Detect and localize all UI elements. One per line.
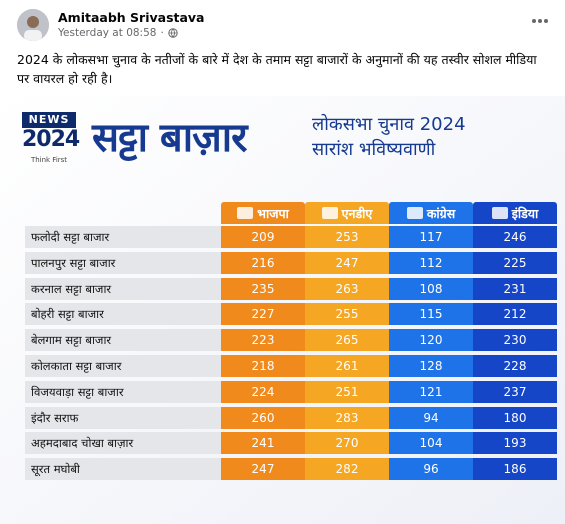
logo-news-text: NEWS [22,112,76,128]
table-cell: 241 [221,432,305,454]
table-cell: 223 [221,329,305,351]
table-cell: 228 [473,355,557,377]
table-cell: 193 [473,432,557,454]
table-cell: 112 [389,252,473,274]
row-market-name: बेलगाम सट्टा बाजार [25,329,221,351]
table-cell: 218 [221,355,305,377]
dot-separator: · [160,27,164,39]
image-subtitle-2: सारांश भविष्यवाणी [312,139,436,160]
table-cell: 230 [473,329,557,351]
row-market-name: अहमदाबाद चोखा बाज़ार [25,432,221,454]
post-meta: Yesterday at 08:58 · [58,27,178,39]
table-cell: 216 [221,252,305,274]
column-header-label: भाजपा [257,205,289,221]
column-header-label: कांग्रेस [426,205,456,221]
news2024-logo: NEWS 2024 Think First [22,112,80,174]
column-header-1: एनडीए [305,202,389,224]
table-cell: 237 [473,381,557,403]
image-title: सट्टा बाज़ार [92,115,247,161]
table-cell: 282 [305,458,389,480]
row-market-name: बोहरी सट्टा बाजार [25,303,221,325]
table-cell: 120 [389,329,473,351]
table-cell: 227 [221,303,305,325]
bjp-logo-icon [237,207,254,219]
table-cell: 115 [389,303,473,325]
table-cell: 94 [389,407,473,429]
table-cell: 235 [221,278,305,300]
table-cell: 283 [305,407,389,429]
more-options-icon[interactable] [530,16,550,26]
table-cell: 186 [473,458,557,480]
table-cell: 117 [389,226,473,248]
table-cell: 260 [221,407,305,429]
row-market-name: करनाल सट्टा बाजार [25,278,221,300]
table-cell: 251 [305,381,389,403]
row-market-name: फलोदी सट्टा बाजार [25,226,221,248]
table-cell: 253 [305,226,389,248]
author-name[interactable]: Amitaabh Srivastava [58,10,205,25]
table-cell: 246 [473,226,557,248]
avatar-photo-icon [17,9,49,41]
row-market-name: पालनपुर सट्टा बाजार [25,252,221,274]
table-cell: 209 [221,226,305,248]
logo-tagline: Think First [30,156,68,164]
table-cell: 255 [305,303,389,325]
table-cell: 263 [305,278,389,300]
table-cell: 108 [389,278,473,300]
post-timestamp[interactable]: Yesterday at 08:58 [58,27,157,39]
congress-logo-icon [406,207,423,219]
column-header-0: भाजपा [221,202,305,224]
column-header-label: इंडिया [511,205,539,221]
post-image[interactable]: NEWS 2024 Think First सट्टा बाज़ार लोकसभ… [0,96,565,524]
row-market-name: सूरत मघोबी [25,458,221,480]
table-cell: 212 [473,303,557,325]
image-subtitle-1: लोकसभा चुनाव 2024 [312,114,466,135]
column-header-3: इंडिया [473,202,557,224]
table-cell: 247 [221,458,305,480]
table-cell: 231 [473,278,557,300]
column-header-label: एनडीए [341,205,373,221]
table-cell: 96 [389,458,473,480]
author-avatar[interactable] [17,9,49,41]
nda-logo-icon [321,207,338,219]
table-cell: 247 [305,252,389,274]
table-cell: 270 [305,432,389,454]
row-market-name: विजयवाड़ा सट्टा बाजार [25,381,221,403]
logo-year-text: 2024 [22,127,80,152]
table-cell: 224 [221,381,305,403]
post-header: Amitaabh Srivastava Yesterday at 08:58 · [0,0,565,44]
post-caption: 2024 के लोकसभा चुनाव के नतीजों के बारे म… [17,52,537,86]
globe-icon [168,28,178,38]
row-market-name: कोलकाता सट्टा बाजार [25,355,221,377]
column-header-2: कांग्रेस [389,202,473,224]
table-cell: 104 [389,432,473,454]
table-cell: 265 [305,329,389,351]
table-cell: 180 [473,407,557,429]
row-market-name: इंदौर सराफ [25,407,221,429]
india-logo-icon [491,207,508,219]
table-cell: 128 [389,355,473,377]
table-cell: 225 [473,252,557,274]
table-cell: 121 [389,381,473,403]
table-cell: 261 [305,355,389,377]
